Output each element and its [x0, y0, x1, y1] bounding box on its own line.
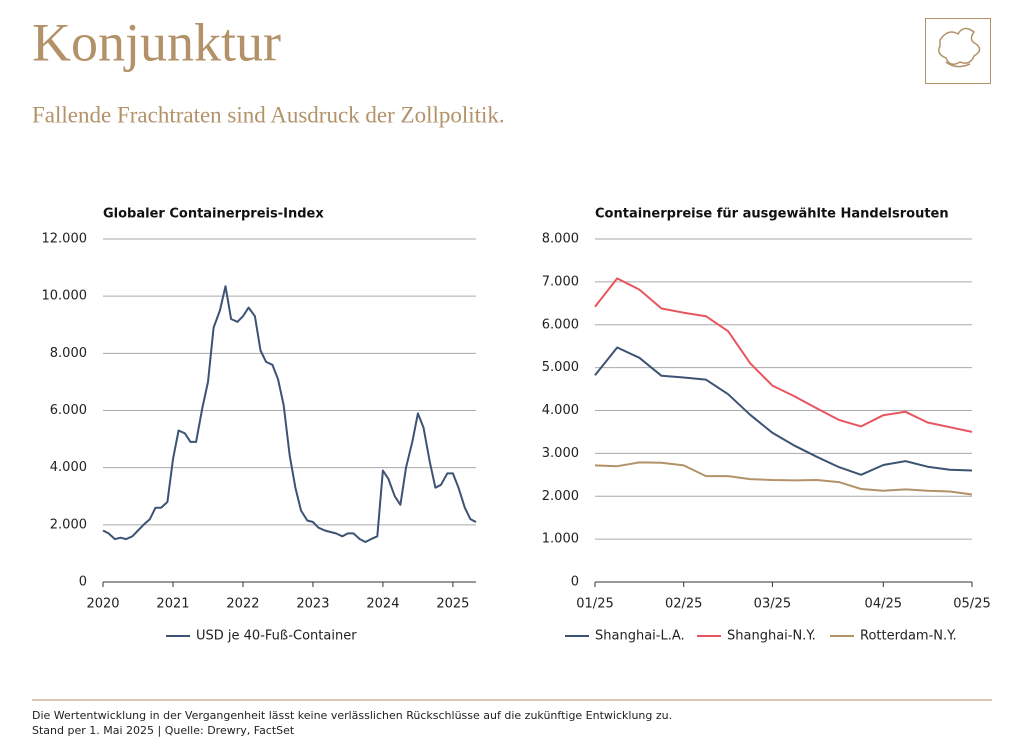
- x-tick-label: 2020: [86, 597, 119, 612]
- y-tick-label: 7.000: [542, 274, 579, 289]
- chart-title: Globaler Containerpreis-Index: [103, 207, 324, 222]
- y-tick-label: 2.000: [50, 517, 87, 532]
- series-line: [594, 461, 973, 496]
- source: Stand per 1. Mai 2025 | Quelle: Drewry, …: [32, 724, 295, 737]
- y-tick-label: 1.000: [542, 532, 579, 547]
- y-tick-label: 3.000: [542, 446, 579, 461]
- x-tick-label: 2021: [156, 597, 189, 612]
- y-tick-label: 6.000: [542, 317, 579, 332]
- legend-label: USD je 40-Fuß-Container: [196, 629, 357, 644]
- y-tick-label: 6.000: [50, 403, 87, 418]
- chart-title: Containerpreise für ausgewählte Handelsr…: [595, 207, 949, 222]
- x-tick-label: 05/25: [953, 597, 990, 612]
- x-tick-label: 2025: [436, 597, 469, 612]
- x-tick-label: 01/25: [576, 597, 613, 612]
- y-tick-label: 0: [79, 575, 87, 590]
- series-line: [102, 285, 477, 543]
- legend-label: Rotterdam-N.Y.: [860, 629, 957, 644]
- disclaimer: Die Wertentwicklung in der Vergangenheit…: [32, 709, 672, 722]
- y-tick-label: 4.000: [542, 403, 579, 418]
- y-tick-label: 8.000: [542, 232, 579, 247]
- y-tick-label: 8.000: [50, 346, 87, 361]
- series-line: [594, 346, 973, 476]
- x-tick-label: 2024: [366, 597, 399, 612]
- y-tick-label: 4.000: [50, 460, 87, 475]
- page-title: Konjunktur: [32, 12, 281, 72]
- x-tick-label: 02/25: [665, 597, 702, 612]
- x-tick-label: 2022: [226, 597, 259, 612]
- x-tick-label: 2023: [296, 597, 329, 612]
- x-tick-label: 03/25: [754, 597, 791, 612]
- series-line: [594, 277, 973, 433]
- y-tick-label: 12.000: [42, 232, 88, 247]
- y-tick-label: 0: [571, 575, 579, 590]
- x-tick-label: 04/25: [865, 597, 902, 612]
- y-tick-label: 5.000: [542, 360, 579, 375]
- y-tick-label: 2.000: [542, 489, 579, 504]
- page-subtitle: Fallende Frachtraten sind Ausdruck der Z…: [32, 102, 505, 127]
- logo: [925, 18, 991, 84]
- y-tick-label: 10.000: [42, 289, 88, 304]
- legend-label: Shanghai-L.A.: [595, 629, 685, 644]
- legend-label: Shanghai-N.Y.: [727, 629, 816, 644]
